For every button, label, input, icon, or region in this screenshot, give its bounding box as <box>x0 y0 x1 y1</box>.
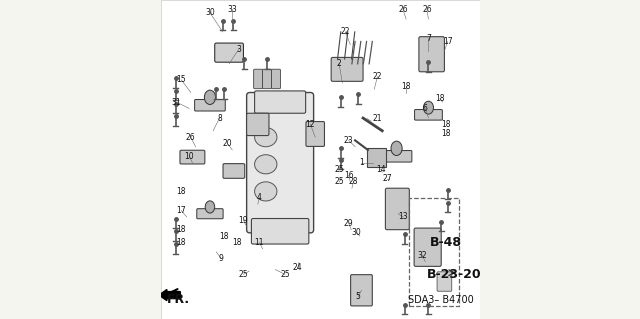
Text: 6: 6 <box>423 104 428 113</box>
Text: 18: 18 <box>177 225 186 234</box>
Text: 15: 15 <box>177 75 186 84</box>
Text: 14: 14 <box>376 165 385 174</box>
FancyBboxPatch shape <box>385 188 410 230</box>
Text: 18: 18 <box>232 238 242 247</box>
Text: 17: 17 <box>443 37 452 46</box>
Text: 18: 18 <box>401 82 411 91</box>
Ellipse shape <box>391 141 402 155</box>
Text: 33: 33 <box>227 5 237 14</box>
Text: 17: 17 <box>177 206 186 215</box>
Ellipse shape <box>255 182 277 201</box>
Text: B-23-20: B-23-20 <box>427 268 481 281</box>
Text: 26: 26 <box>422 5 431 14</box>
Text: 31: 31 <box>172 98 181 107</box>
Text: 10: 10 <box>184 152 194 161</box>
FancyBboxPatch shape <box>195 100 225 111</box>
Text: 26: 26 <box>398 5 408 14</box>
FancyBboxPatch shape <box>414 228 441 266</box>
Text: 12: 12 <box>306 120 315 129</box>
FancyBboxPatch shape <box>271 69 280 89</box>
Text: 30: 30 <box>352 228 362 237</box>
FancyArrow shape <box>159 290 180 300</box>
FancyBboxPatch shape <box>306 122 324 146</box>
FancyBboxPatch shape <box>180 150 205 164</box>
Text: FR.: FR. <box>166 293 189 306</box>
Text: 25: 25 <box>334 165 344 174</box>
Text: 18: 18 <box>220 232 229 241</box>
FancyBboxPatch shape <box>223 164 244 178</box>
Text: 32: 32 <box>417 251 427 260</box>
FancyBboxPatch shape <box>196 209 223 219</box>
Text: 26: 26 <box>186 133 196 142</box>
Text: 11: 11 <box>255 238 264 247</box>
Text: 9: 9 <box>219 254 223 263</box>
FancyBboxPatch shape <box>252 219 309 244</box>
FancyBboxPatch shape <box>381 151 412 162</box>
Ellipse shape <box>204 90 216 105</box>
Ellipse shape <box>205 201 214 213</box>
Text: 16: 16 <box>344 171 353 180</box>
Ellipse shape <box>255 128 277 147</box>
FancyBboxPatch shape <box>246 93 314 233</box>
Text: 27: 27 <box>382 174 392 183</box>
Text: 25: 25 <box>239 270 248 279</box>
Text: 2: 2 <box>337 59 342 68</box>
Text: 22: 22 <box>340 27 350 36</box>
Text: 29: 29 <box>344 219 353 228</box>
Text: 18: 18 <box>441 120 451 129</box>
Text: 21: 21 <box>372 114 382 122</box>
Text: B-48: B-48 <box>430 236 462 249</box>
Text: SDA3– B4700: SDA3– B4700 <box>408 295 474 305</box>
Text: 25: 25 <box>334 177 344 186</box>
FancyBboxPatch shape <box>367 148 386 167</box>
Ellipse shape <box>255 155 277 174</box>
Text: 18: 18 <box>441 130 451 138</box>
Text: 5: 5 <box>356 292 361 301</box>
Text: 18: 18 <box>177 238 186 247</box>
Text: 8: 8 <box>217 114 222 122</box>
Text: 18: 18 <box>435 94 444 103</box>
Text: 23: 23 <box>344 136 353 145</box>
Text: 24: 24 <box>293 263 303 272</box>
FancyBboxPatch shape <box>253 69 262 89</box>
Bar <box>410 198 459 306</box>
Text: 19: 19 <box>239 216 248 225</box>
FancyBboxPatch shape <box>351 275 372 306</box>
Ellipse shape <box>424 101 433 114</box>
Text: 18: 18 <box>177 187 186 196</box>
Text: 4: 4 <box>257 193 262 202</box>
Text: 1: 1 <box>359 158 364 167</box>
FancyBboxPatch shape <box>415 109 442 120</box>
Text: 22: 22 <box>372 72 382 81</box>
Text: 13: 13 <box>398 212 408 221</box>
FancyBboxPatch shape <box>331 57 363 81</box>
FancyBboxPatch shape <box>246 113 269 136</box>
Text: 7: 7 <box>426 34 431 43</box>
Text: 30: 30 <box>205 8 215 17</box>
Text: 3: 3 <box>236 45 241 54</box>
FancyBboxPatch shape <box>215 43 243 62</box>
FancyBboxPatch shape <box>419 37 444 72</box>
Text: 28: 28 <box>349 177 358 186</box>
Text: 25: 25 <box>280 270 290 279</box>
FancyBboxPatch shape <box>255 91 306 113</box>
FancyBboxPatch shape <box>262 69 271 89</box>
FancyBboxPatch shape <box>437 272 452 291</box>
Text: 20: 20 <box>223 139 232 148</box>
